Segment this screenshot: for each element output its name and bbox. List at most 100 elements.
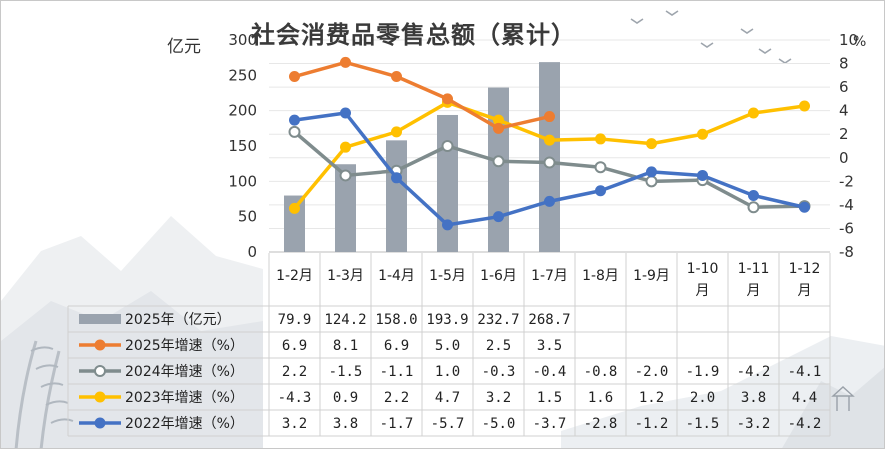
series-point xyxy=(289,114,300,126)
table-cell-value: -1.5 xyxy=(686,416,720,432)
right-axis-tick-label: 0 xyxy=(839,149,849,167)
data-table: 1-2月 1-3月 1-4月 1-5月 1-6月 1-7月 1-8月 1-9月 1-10 月 1-1… xyxy=(67,253,831,437)
table-cell-value: -5.0 xyxy=(482,416,516,432)
category-label: 1-2月 xyxy=(276,268,313,284)
series-point xyxy=(748,189,759,201)
table-cell-value: -0.4 xyxy=(533,364,567,380)
series-point xyxy=(595,185,606,197)
table-cell-value: -0.3 xyxy=(482,364,516,380)
table-cell-value: 0.9 xyxy=(333,390,358,406)
table-cell-value: 2.5 xyxy=(486,338,511,354)
mountain-decoration xyxy=(782,367,884,448)
table-cell-value: -1.7 xyxy=(380,416,414,432)
right-axis-tick-label: -2 xyxy=(839,172,854,190)
table-cell-value: -3.2 xyxy=(737,416,771,432)
series-point xyxy=(646,166,657,178)
series-point xyxy=(340,56,351,68)
table-cell-value: 1.0 xyxy=(435,364,460,380)
legend-label: 2022年增速（%） xyxy=(125,416,244,432)
series-point xyxy=(493,114,504,126)
bird-icon xyxy=(700,42,714,48)
series-point xyxy=(339,169,352,182)
table-cell-value: -1.1 xyxy=(380,364,414,380)
right-axis-tick-label: 4 xyxy=(839,102,849,120)
legend-label: 2023年增速（%） xyxy=(125,390,244,406)
table-cell-value: -2.0 xyxy=(635,364,669,380)
bird-icon xyxy=(630,18,644,24)
bamboo-leaf-decoration xyxy=(35,364,59,370)
series-point xyxy=(441,140,454,152)
legend-key-marker xyxy=(94,417,106,429)
left-axis-tick-label: 150 xyxy=(228,137,257,155)
series-point xyxy=(697,128,708,140)
table-cell-value: 2.0 xyxy=(690,390,715,406)
table-cell-value: 124.2 xyxy=(324,312,366,328)
series-point xyxy=(697,169,708,181)
table-cell-value: 1.6 xyxy=(588,390,613,406)
left-axis-tick-label: 100 xyxy=(228,172,257,190)
series-point xyxy=(391,71,402,83)
table-cell-value: -3.7 xyxy=(533,416,567,432)
category-label: 月 xyxy=(696,283,710,299)
right-axis-tick-label: 10 xyxy=(839,31,858,49)
series-point xyxy=(340,107,351,119)
right-axis-tick-label: 8 xyxy=(839,55,849,73)
table-cell-value: 1.5 xyxy=(537,390,562,406)
left-axis-tick-label: 250 xyxy=(228,66,257,84)
table-cell-value: -4.2 xyxy=(788,416,822,432)
category-label: 1-8月 xyxy=(582,268,619,284)
series-point xyxy=(391,126,402,138)
series-point xyxy=(799,201,810,213)
category-label: 1-11 xyxy=(738,261,770,277)
series-point xyxy=(747,201,760,214)
category-label: 1-12 xyxy=(789,261,821,277)
table-cell-value: 3.8 xyxy=(741,390,766,406)
series-point xyxy=(544,195,555,207)
table-cell-value: 4.7 xyxy=(435,390,460,406)
table-cell-value: 4.4 xyxy=(792,390,817,406)
series-point xyxy=(442,93,453,105)
ink-landscape-decoration xyxy=(1,10,884,448)
series-point xyxy=(340,141,351,153)
series-point xyxy=(493,211,504,223)
series-point xyxy=(289,202,300,214)
series-point xyxy=(492,155,505,168)
bar xyxy=(488,87,509,252)
legend-key-marker xyxy=(94,339,106,351)
bar xyxy=(335,164,356,252)
table-cell-value: 232.7 xyxy=(477,312,519,328)
table-cell-value: 79.9 xyxy=(278,312,312,328)
left-axis-tick-label: 0 xyxy=(247,243,257,261)
series-point xyxy=(595,133,606,145)
category-label: 1-3月 xyxy=(327,268,364,284)
legend-label: 2025年增速（%） xyxy=(125,338,244,354)
bird-icon xyxy=(665,10,679,16)
right-axis-tick-label: -6 xyxy=(839,219,854,237)
series-point xyxy=(442,219,453,231)
left-axis-unit: 亿元 xyxy=(167,37,201,57)
legend-key-marker xyxy=(94,365,106,377)
table-cell-value: 1.2 xyxy=(639,390,664,406)
table-cell-value: 5.0 xyxy=(435,338,460,354)
table-cell-value: 3.5 xyxy=(537,338,562,354)
series-point xyxy=(645,175,658,188)
series-point xyxy=(543,156,556,169)
table-cell-value: -1.5 xyxy=(329,364,363,380)
right-axis-unit: % xyxy=(853,34,867,50)
series-point xyxy=(289,71,300,83)
line-series xyxy=(288,56,811,231)
mountain-decoration xyxy=(1,291,263,448)
table-cell-value: -1.9 xyxy=(686,364,720,380)
bamboo-leaf-decoration xyxy=(40,382,64,388)
bar xyxy=(437,114,458,253)
table-cell-value: 2.2 xyxy=(282,364,307,380)
bamboo-leaf-decoration xyxy=(30,346,54,352)
bird-icon xyxy=(758,48,772,54)
legend-label: 2024年增速（%） xyxy=(125,364,244,380)
category-label: 1-6月 xyxy=(480,268,517,284)
left-axis-tick-label: 200 xyxy=(228,102,257,120)
table-cell-value: 6.9 xyxy=(384,338,409,354)
category-label: 1-10 xyxy=(687,261,719,277)
